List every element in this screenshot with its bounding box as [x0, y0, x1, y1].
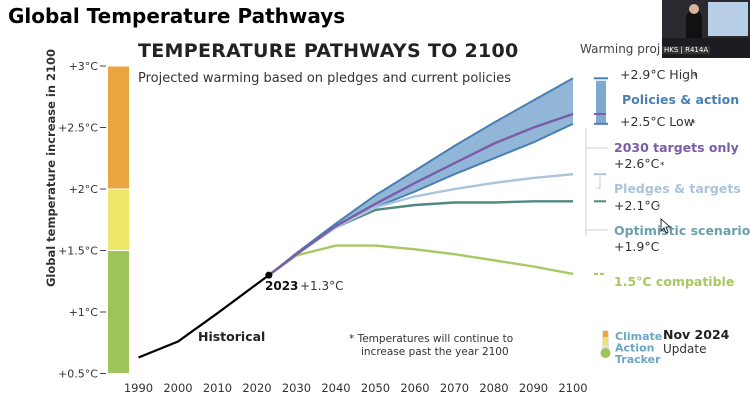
camera-presenter-body — [686, 10, 702, 40]
chart-heading: TEMPERATURE PATHWAYS TO 2100 — [138, 40, 519, 62]
mouse-cursor-icon — [660, 218, 672, 234]
targets-2030-label: 2030 targets only — [614, 140, 739, 155]
historical-label: Historical — [198, 329, 265, 344]
x-tick-label: 2030 — [282, 381, 311, 395]
marker-2023-year: 2023 — [265, 279, 298, 293]
logo-text-0: Climate — [615, 330, 662, 343]
y-tick-label: +0.5°C — [58, 368, 98, 381]
x-tick-label: 2080 — [479, 381, 508, 395]
historical-line — [138, 274, 270, 359]
thermometer-mid — [603, 337, 608, 345]
policies-bracket — [596, 80, 606, 124]
x-tick-label: 2040 — [321, 381, 350, 395]
camera-room-badge: HKS | R414A — [662, 46, 711, 54]
policies-low-mark: * — [691, 119, 696, 129]
x-tick-label: 2000 — [163, 381, 192, 395]
x-tick-label: 2060 — [400, 381, 429, 395]
camera-projector-screen — [708, 2, 748, 36]
x-tick-label: 2070 — [440, 381, 469, 395]
x-tick-label: 2090 — [519, 381, 548, 395]
optimistic-value: +1.9°C — [614, 239, 660, 254]
policies-high-line — [268, 77, 574, 276]
policies-low-line — [268, 122, 574, 276]
color-bar-segment-2 — [108, 251, 129, 373]
presenter-camera-thumbnail: HKS | R414A — [662, 0, 750, 58]
camera-presenter-head — [689, 4, 699, 14]
y-tick-label: +2°C — [69, 183, 99, 196]
marker-2023-value: +1.3°C — [300, 279, 344, 293]
x-tick-label: 2100 — [558, 381, 587, 395]
x-tick-label: 2010 — [203, 381, 232, 395]
pledges-mark: * — [656, 203, 661, 213]
footnote-line-2: increase past the year 2100 — [361, 346, 509, 358]
policies-high-mark: * — [693, 72, 698, 82]
policies-action-label: Policies & action — [622, 92, 739, 107]
y-tick-label: +2.5°C — [58, 122, 98, 135]
series-line-1 — [268, 173, 574, 277]
footnote-line-1: * Temperatures will continue to — [349, 333, 513, 345]
chart-subtitle: Projected warming based on pledges and c… — [138, 71, 512, 86]
pledges-label: Pledges & targets — [614, 181, 741, 196]
optimistic-label: Optimistic scenario — [614, 223, 750, 238]
color-bar-segment-1 — [108, 189, 129, 250]
pledges-value: +2.1°C — [614, 198, 660, 213]
warming-projection-label: Warming proj — [580, 42, 661, 56]
series-line-0 — [268, 112, 574, 277]
targets-2030-mark: * — [660, 161, 665, 171]
y-axis-title: Global temperature increase in 2100 — [44, 49, 58, 287]
x-tick-label: 2050 — [361, 381, 390, 395]
date-line-2: Update — [663, 342, 706, 356]
thermometer-tube — [602, 330, 609, 352]
targets-2030-value: +2.6°C — [614, 156, 660, 171]
y-tick-label: +1.5°C — [58, 245, 98, 258]
policies-band-area — [268, 78, 573, 276]
date-line-1: Nov 2024 — [663, 327, 730, 342]
x-tick-label: 2020 — [242, 381, 271, 395]
color-bar-segment-0 — [108, 66, 129, 189]
slide-title: Global Temperature Pathways — [8, 4, 346, 28]
logo-text-2: Tracker — [615, 353, 661, 366]
marker-2023 — [265, 271, 273, 279]
logo-text-1: Action — [615, 342, 654, 355]
y-tick-label: +1°C — [69, 306, 99, 319]
x-tick-label: 1990 — [124, 381, 153, 395]
policies-low-label: +2.5°C Low — [620, 114, 694, 129]
policies-high-label: +2.9°C High — [620, 67, 698, 82]
thermometer-bulb — [600, 348, 611, 358]
series-line-2 — [268, 200, 573, 277]
thermometer-top — [603, 331, 608, 337]
y-tick-label: +3°C — [69, 60, 99, 73]
compatible-label: 1.5°C compatible — [614, 274, 734, 289]
series-line-3 — [268, 244, 574, 277]
